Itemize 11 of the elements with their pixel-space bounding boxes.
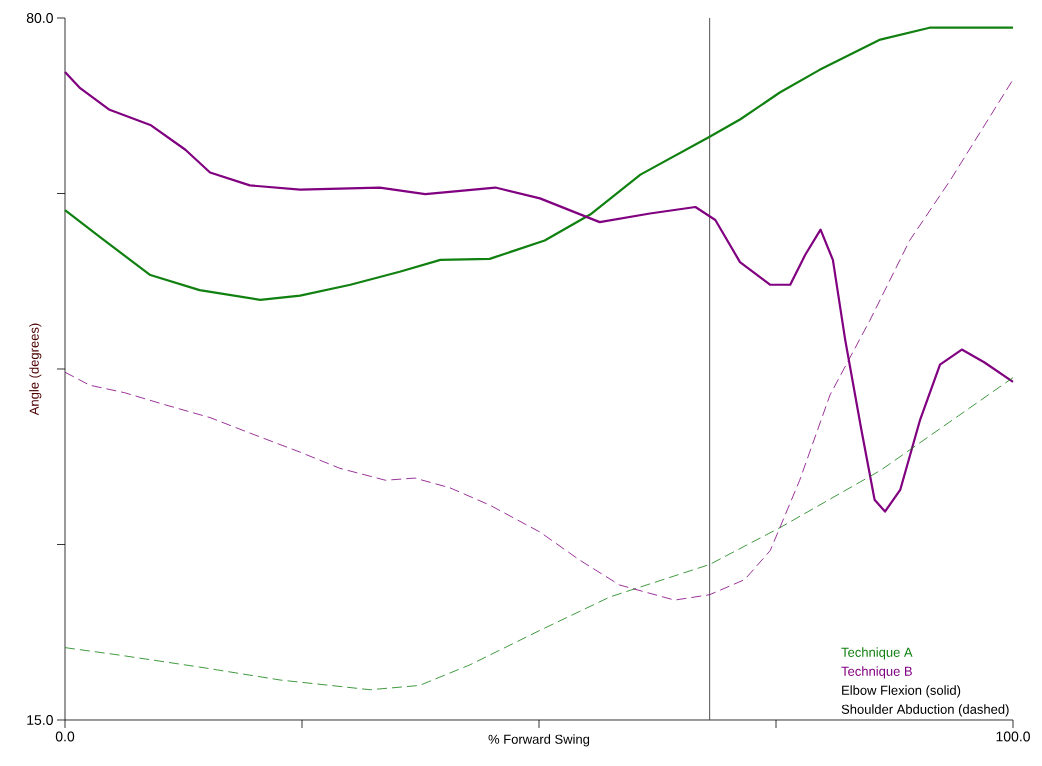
annotation: Technique A — [841, 647, 913, 660]
x-tick-label: 0.0 — [55, 731, 75, 742]
y-axis-title: Angle (degrees) — [29, 323, 42, 416]
annotation: Elbow Flexion (solid) — [842, 685, 961, 698]
annotation: Technique B — [841, 666, 912, 679]
x-tick-label: 100.0 — [996, 731, 1030, 742]
line-series — [63, 26, 1015, 301]
x-axis-title: % Forward Swing — [488, 734, 590, 747]
y-tick-label: 15.0 — [27, 715, 53, 725]
annotation: Shoulder Abduction (dashed) — [841, 704, 1009, 717]
y-tick-label: 80.0 — [26, 13, 53, 23]
